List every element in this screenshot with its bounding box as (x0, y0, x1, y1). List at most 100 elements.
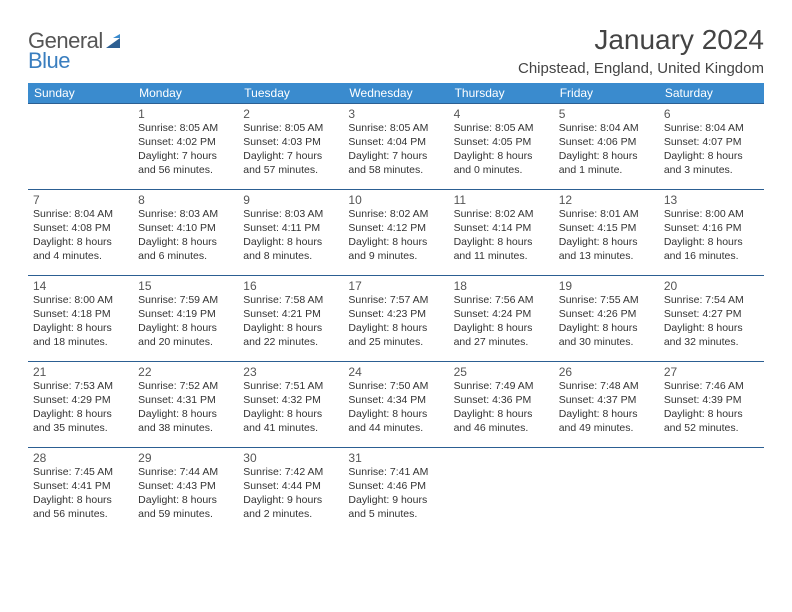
daylight-line-1: Daylight: 8 hours (559, 236, 654, 250)
sunset-line: Sunset: 4:12 PM (348, 222, 443, 236)
daylight-line-2: and 32 minutes. (664, 336, 759, 350)
day-cell: 31Sunrise: 7:41 AMSunset: 4:46 PMDayligh… (343, 448, 448, 534)
daylight-line-2: and 52 minutes. (664, 422, 759, 436)
sunrise-line: Sunrise: 8:04 AM (664, 122, 759, 136)
day-header: Sunday (28, 83, 133, 104)
daylight-line-1: Daylight: 8 hours (138, 322, 233, 336)
sunrise-line: Sunrise: 7:52 AM (138, 380, 233, 394)
sunset-line: Sunset: 4:19 PM (138, 308, 233, 322)
sunrise-line: Sunrise: 8:00 AM (33, 294, 128, 308)
day-cell: 16Sunrise: 7:58 AMSunset: 4:21 PMDayligh… (238, 276, 343, 362)
sunset-line: Sunset: 4:36 PM (454, 394, 549, 408)
daylight-line-2: and 8 minutes. (243, 250, 338, 264)
sunset-line: Sunset: 4:43 PM (138, 480, 233, 494)
day-cell: 14Sunrise: 8:00 AMSunset: 4:18 PMDayligh… (28, 276, 133, 362)
daylight-line-1: Daylight: 8 hours (243, 322, 338, 336)
daylight-line-2: and 22 minutes. (243, 336, 338, 350)
sunset-line: Sunset: 4:08 PM (33, 222, 128, 236)
daylight-line-2: and 56 minutes. (33, 508, 128, 522)
sunrise-line: Sunrise: 8:03 AM (138, 208, 233, 222)
sunrise-line: Sunrise: 7:51 AM (243, 380, 338, 394)
day-number: 15 (138, 279, 233, 293)
sunset-line: Sunset: 4:18 PM (33, 308, 128, 322)
month-title: January 2024 (518, 24, 764, 56)
day-header: Monday (133, 83, 238, 104)
daylight-line-2: and 4 minutes. (33, 250, 128, 264)
sunrise-line: Sunrise: 7:45 AM (33, 466, 128, 480)
daylight-line-2: and 49 minutes. (559, 422, 654, 436)
sunrise-line: Sunrise: 8:03 AM (243, 208, 338, 222)
day-number: 26 (559, 365, 654, 379)
sunset-line: Sunset: 4:06 PM (559, 136, 654, 150)
day-cell (554, 448, 659, 534)
daylight-line-1: Daylight: 8 hours (454, 150, 549, 164)
daylight-line-1: Daylight: 8 hours (664, 150, 759, 164)
day-number: 31 (348, 451, 443, 465)
daylight-line-1: Daylight: 8 hours (454, 408, 549, 422)
daylight-line-2: and 56 minutes. (138, 164, 233, 178)
day-cell: 20Sunrise: 7:54 AMSunset: 4:27 PMDayligh… (659, 276, 764, 362)
daylight-line-1: Daylight: 8 hours (559, 322, 654, 336)
day-cell: 22Sunrise: 7:52 AMSunset: 4:31 PMDayligh… (133, 362, 238, 448)
daylight-line-2: and 25 minutes. (348, 336, 443, 350)
daylight-line-2: and 46 minutes. (454, 422, 549, 436)
sunset-line: Sunset: 4:34 PM (348, 394, 443, 408)
day-number: 25 (454, 365, 549, 379)
sunrise-line: Sunrise: 7:57 AM (348, 294, 443, 308)
day-cell: 26Sunrise: 7:48 AMSunset: 4:37 PMDayligh… (554, 362, 659, 448)
sunset-line: Sunset: 4:32 PM (243, 394, 338, 408)
day-header: Tuesday (238, 83, 343, 104)
daylight-line-1: Daylight: 8 hours (33, 408, 128, 422)
day-cell: 27Sunrise: 7:46 AMSunset: 4:39 PMDayligh… (659, 362, 764, 448)
sunrise-line: Sunrise: 8:04 AM (559, 122, 654, 136)
sunrise-line: Sunrise: 8:05 AM (454, 122, 549, 136)
daylight-line-2: and 41 minutes. (243, 422, 338, 436)
sunrise-line: Sunrise: 7:49 AM (454, 380, 549, 394)
sunrise-line: Sunrise: 7:41 AM (348, 466, 443, 480)
sunrise-line: Sunrise: 7:56 AM (454, 294, 549, 308)
daylight-line-2: and 57 minutes. (243, 164, 338, 178)
day-number: 22 (138, 365, 233, 379)
daylight-line-2: and 1 minute. (559, 164, 654, 178)
logo-text: General Blue (28, 28, 126, 74)
day-cell: 10Sunrise: 8:02 AMSunset: 4:12 PMDayligh… (343, 190, 448, 276)
daylight-line-1: Daylight: 7 hours (138, 150, 233, 164)
day-number: 3 (348, 107, 443, 121)
sunset-line: Sunset: 4:16 PM (664, 222, 759, 236)
day-cell (28, 104, 133, 190)
sunrise-line: Sunrise: 7:42 AM (243, 466, 338, 480)
daylight-line-2: and 2 minutes. (243, 508, 338, 522)
daylight-line-2: and 16 minutes. (664, 250, 759, 264)
sunrise-line: Sunrise: 7:55 AM (559, 294, 654, 308)
daylight-line-1: Daylight: 8 hours (243, 236, 338, 250)
day-cell: 5Sunrise: 8:04 AMSunset: 4:06 PMDaylight… (554, 104, 659, 190)
week-row: 21Sunrise: 7:53 AMSunset: 4:29 PMDayligh… (28, 362, 764, 448)
sunrise-line: Sunrise: 8:04 AM (33, 208, 128, 222)
sunset-line: Sunset: 4:41 PM (33, 480, 128, 494)
week-row: 1Sunrise: 8:05 AMSunset: 4:02 PMDaylight… (28, 104, 764, 190)
daylight-line-2: and 13 minutes. (559, 250, 654, 264)
logo-mark-icon (106, 35, 126, 52)
day-number: 30 (243, 451, 338, 465)
daylight-line-2: and 6 minutes. (138, 250, 233, 264)
daylight-line-1: Daylight: 8 hours (348, 322, 443, 336)
day-cell (449, 448, 554, 534)
week-row: 28Sunrise: 7:45 AMSunset: 4:41 PMDayligh… (28, 448, 764, 534)
sunset-line: Sunset: 4:05 PM (454, 136, 549, 150)
day-cell: 4Sunrise: 8:05 AMSunset: 4:05 PMDaylight… (449, 104, 554, 190)
daylight-line-1: Daylight: 8 hours (348, 236, 443, 250)
sunrise-line: Sunrise: 7:59 AM (138, 294, 233, 308)
day-number: 13 (664, 193, 759, 207)
sunset-line: Sunset: 4:23 PM (348, 308, 443, 322)
sunset-line: Sunset: 4:44 PM (243, 480, 338, 494)
day-cell: 12Sunrise: 8:01 AMSunset: 4:15 PMDayligh… (554, 190, 659, 276)
sunset-line: Sunset: 4:26 PM (559, 308, 654, 322)
day-number: 2 (243, 107, 338, 121)
day-cell: 13Sunrise: 8:00 AMSunset: 4:16 PMDayligh… (659, 190, 764, 276)
sunset-line: Sunset: 4:15 PM (559, 222, 654, 236)
daylight-line-1: Daylight: 8 hours (664, 236, 759, 250)
title-block: January 2024 Chipstead, England, United … (518, 24, 764, 77)
daylight-line-1: Daylight: 8 hours (559, 408, 654, 422)
sunset-line: Sunset: 4:03 PM (243, 136, 338, 150)
day-cell: 8Sunrise: 8:03 AMSunset: 4:10 PMDaylight… (133, 190, 238, 276)
